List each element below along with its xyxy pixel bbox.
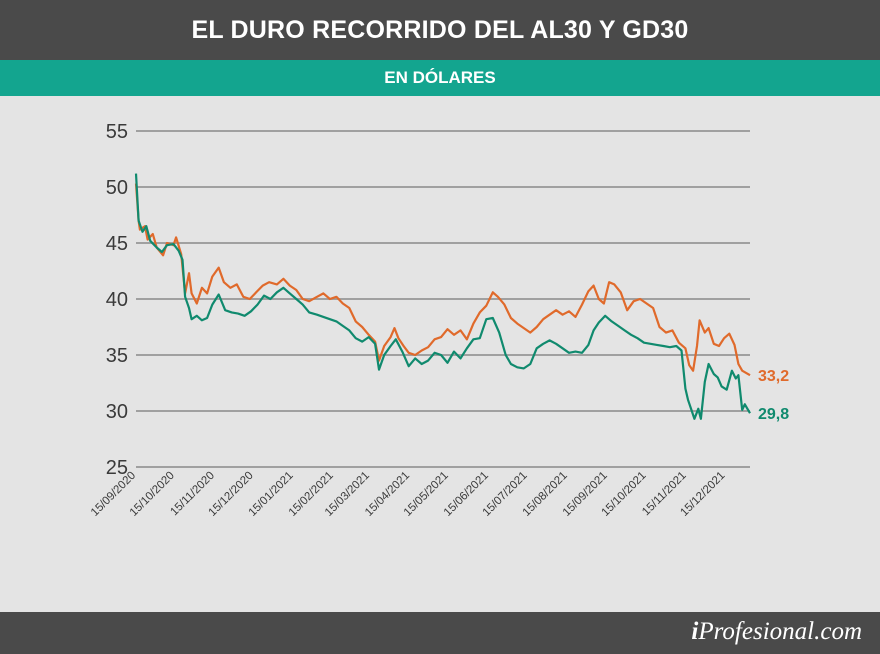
line-chart: 25 30 35 40 45 50 55 15/09/202015/10/202015/11… <box>89 121 789 519</box>
x-axis-ticks: 15/09/202015/10/202015/11/202015/12/2020… <box>89 470 728 519</box>
series-line-al30 <box>134 183 751 377</box>
footer-bar: iProfesional.com <box>0 612 880 654</box>
y-tick-label: 50 <box>106 177 128 199</box>
brand-logo: iProfesional.com <box>691 618 862 646</box>
y-tick-label: 35 <box>106 345 128 367</box>
end-label-gd30: 29,8 <box>758 406 789 423</box>
chart-subtitle: EN DÓLARES <box>384 68 496 87</box>
brand-prefix: i <box>691 618 699 645</box>
brand-name: Profesional.com <box>698 618 862 645</box>
end-label-al30: 33,2 <box>758 368 789 385</box>
y-axis-ticks: 25 30 35 40 45 50 55 <box>106 121 128 479</box>
subtitle-banner: EN DÓLARES <box>0 60 880 96</box>
chart-area: 25 30 35 40 45 50 55 15/09/2020 15/10/2020 15/11… <box>0 96 880 612</box>
y-tick-label: 30 <box>106 401 128 423</box>
y-tick-label: 45 <box>106 233 128 255</box>
series-line-gd30 <box>134 173 751 420</box>
title-banner: EL DURO RECORRIDO DEL AL30 Y GD30 <box>0 0 880 60</box>
series-lines <box>134 173 751 420</box>
y-tick-label: 40 <box>106 289 128 311</box>
y-tick-label: 25 <box>106 457 128 479</box>
end-labels: 33,2 29,8 <box>758 368 789 423</box>
chart-title: EL DURO RECORRIDO DEL AL30 Y GD30 <box>191 15 689 44</box>
y-tick-label: 55 <box>106 121 128 143</box>
grid-lines <box>136 130 750 468</box>
